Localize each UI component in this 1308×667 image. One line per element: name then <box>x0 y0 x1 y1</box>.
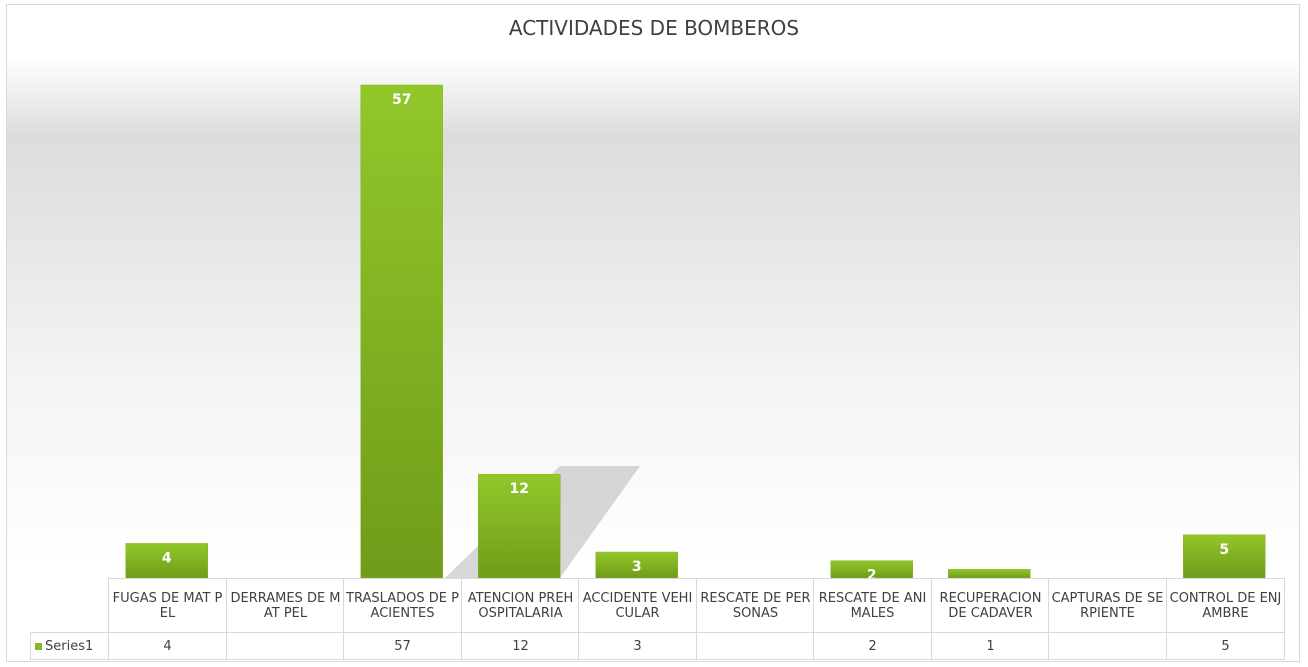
x-tick-label: TRASLADOS DE PACIENTES <box>343 578 462 633</box>
chart-title: ACTIVIDADES DE BOMBEROS <box>508 16 800 40</box>
x-tick-label: ATENCION PREHOSPITALARIA <box>461 578 580 633</box>
table-value: 3 <box>578 632 697 660</box>
legend-swatch <box>35 642 42 650</box>
x-tick-label: RECUPERACION DE CADAVER <box>931 578 1050 633</box>
legend-cell: Series1 <box>30 632 109 660</box>
x-tick-label: CONTROL DE ENJAMBRE <box>1166 578 1285 633</box>
x-tick-label: DERRAMES DE MAT PEL <box>226 578 345 633</box>
bar <box>1183 534 1266 579</box>
x-tick-label: CAPTURAS DE SERPIENTE <box>1048 578 1167 633</box>
table-value: 2 <box>813 632 932 660</box>
x-tick-label: ACCIDENTE VEHICULAR <box>578 578 697 633</box>
data-label: 4 <box>162 550 172 566</box>
table-value: 57 <box>343 632 462 660</box>
data-label: 12 <box>510 481 529 497</box>
table-value <box>696 632 815 660</box>
data-label: 3 <box>632 559 642 575</box>
table-value <box>1048 632 1167 660</box>
x-tick-label: RESCATE DE ANIMALES <box>813 578 932 633</box>
bar <box>595 551 678 579</box>
legend-label: Series1 <box>45 638 94 654</box>
table-value: 12 <box>461 632 580 660</box>
x-tick-label: RESCATE DE PERSONAS <box>696 578 815 633</box>
data-label: 5 <box>1219 542 1229 558</box>
x-tick-label: FUGAS DE MAT PEL <box>108 578 227 633</box>
bar <box>125 543 208 579</box>
data-label: 57 <box>392 92 411 108</box>
table-value: 4 <box>108 632 227 660</box>
bar <box>360 84 443 579</box>
table-value: 1 <box>931 632 1050 660</box>
data-label: 2 <box>867 568 877 584</box>
table-value <box>226 632 345 660</box>
table-value: 5 <box>1166 632 1285 660</box>
